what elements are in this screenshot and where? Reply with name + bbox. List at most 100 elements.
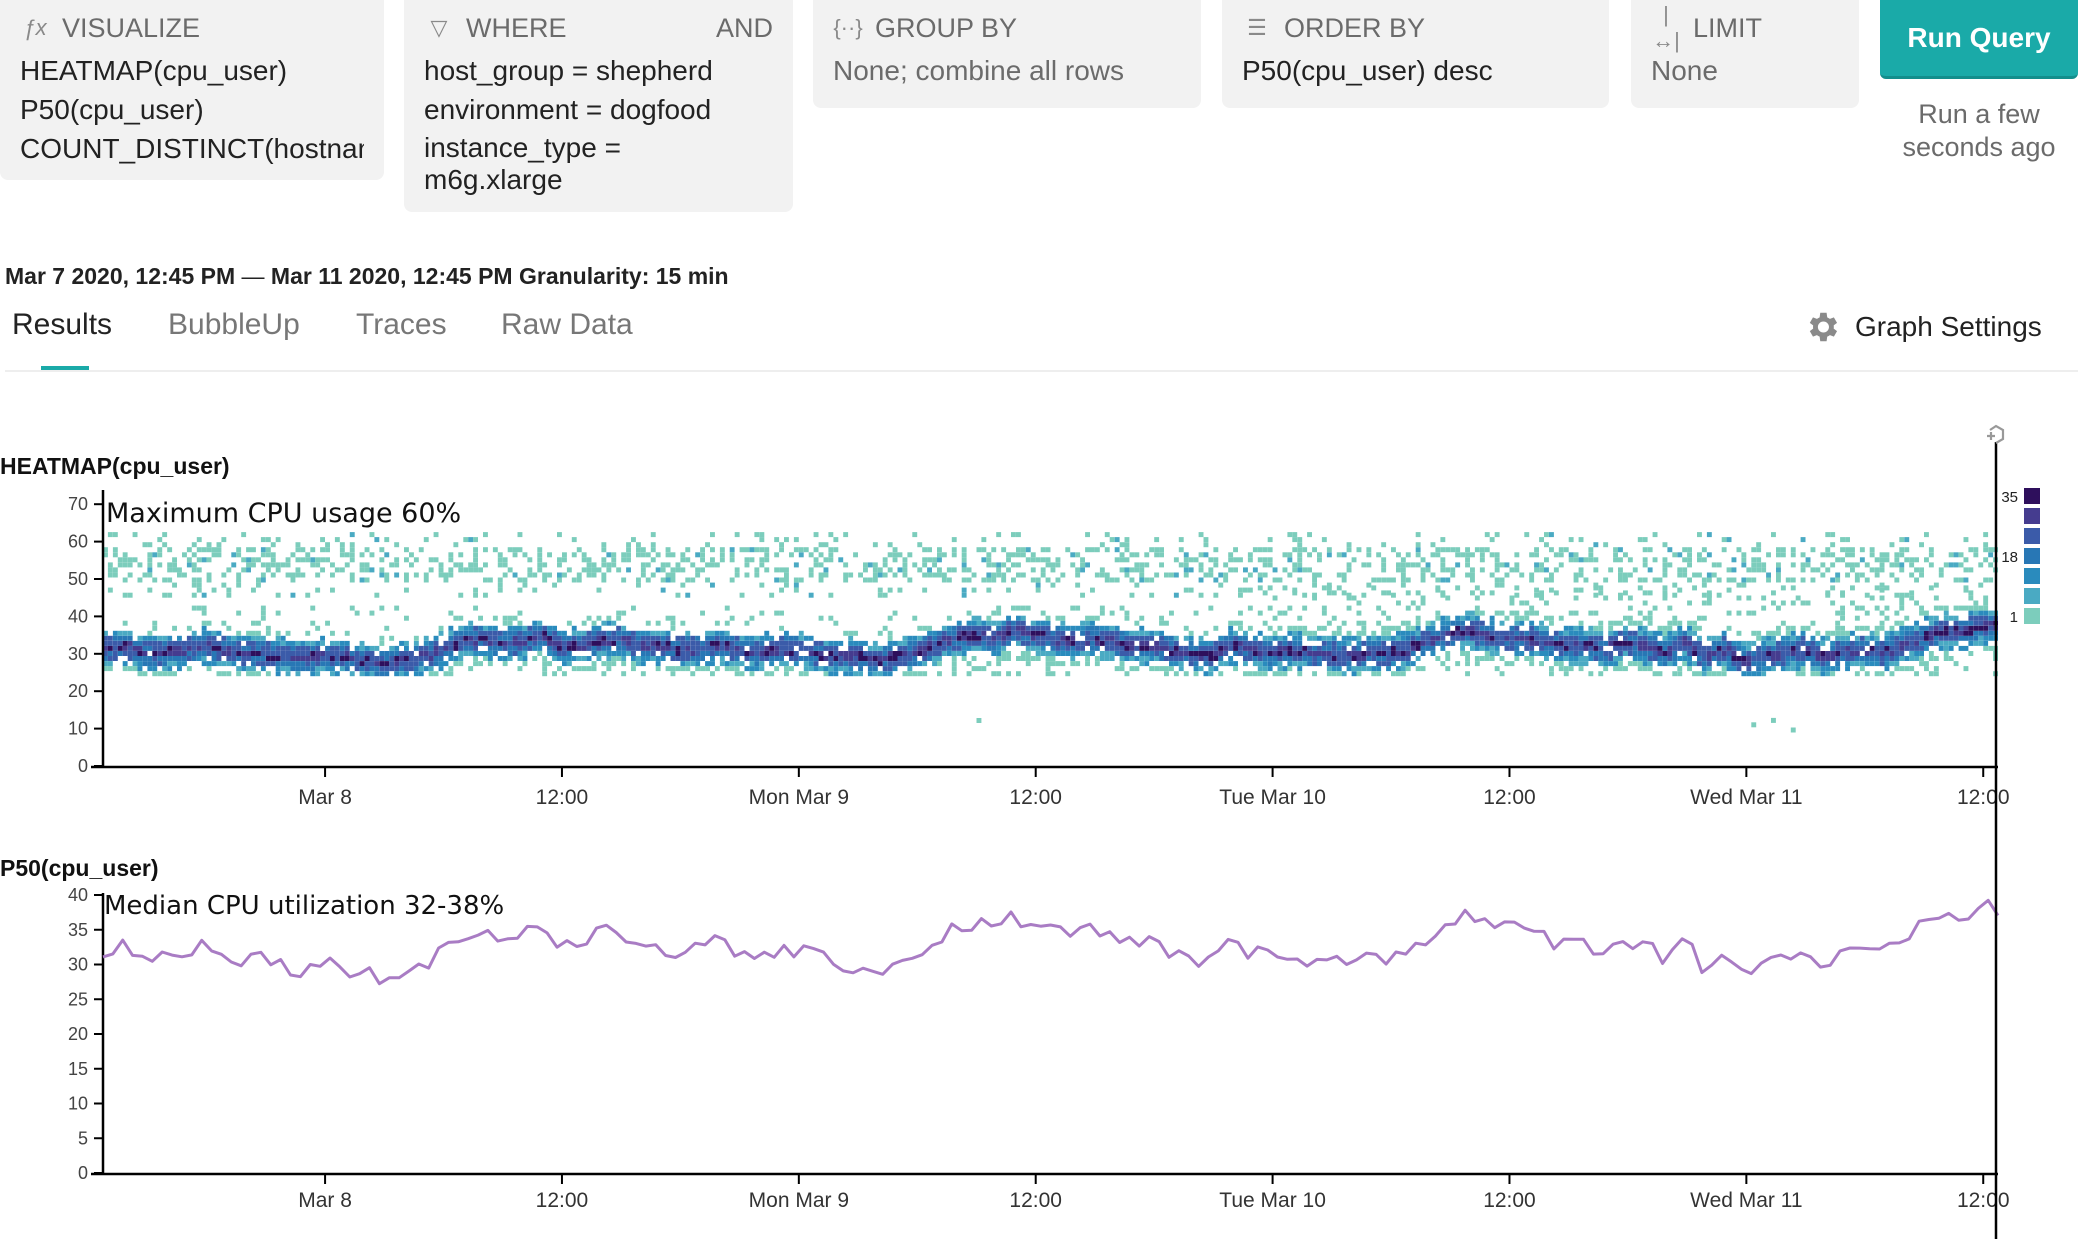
heatmap-cell	[1144, 577, 1150, 583]
heatmap-cell	[1657, 640, 1663, 646]
heatmap-cell	[1539, 635, 1544, 641]
heatmap-cell	[547, 552, 552, 558]
zoom-reset-icon[interactable]	[1987, 424, 2005, 444]
heatmap-cell	[1435, 630, 1441, 636]
heatmap-cell	[675, 562, 681, 568]
heatmap-cell	[1697, 661, 1702, 667]
heatmap-cell	[616, 625, 622, 631]
heatmap-cell	[1840, 590, 1845, 596]
tab-traces[interactable]: Traces	[356, 308, 447, 341]
where-box[interactable]: ▽ WHERE AND host_group = shepherd environm…	[404, 0, 793, 212]
heatmap-cell	[1040, 651, 1046, 656]
heatmap-cell	[1968, 567, 1974, 573]
heatmap-cell	[1771, 656, 1776, 661]
heatmap-cell	[1983, 635, 1989, 641]
group-by-box[interactable]: {··} GROUP BY None; combine all rows	[813, 0, 1201, 108]
heatmap-cell	[858, 640, 863, 646]
heatmap-cell	[1154, 656, 1160, 661]
heatmap-cell	[665, 552, 671, 558]
heatmap-cell	[1845, 651, 1850, 656]
visualize-box[interactable]: ƒx VISUALIZE HEATMAP(cpu_user) P50(cpu_us…	[0, 0, 384, 180]
heatmap-cell	[991, 645, 997, 651]
heatmap-cell	[1065, 671, 1071, 677]
visualize-item[interactable]: COUNT_DISTINCT(hostnam	[20, 133, 364, 164]
heatmap-cell	[1623, 666, 1628, 672]
limit-value[interactable]: None	[1651, 55, 1718, 86]
heatmap-cell	[1948, 630, 1954, 636]
heatmap-cell	[1835, 577, 1841, 583]
heatmap-cell	[1514, 615, 1520, 621]
heatmap-cell	[354, 656, 360, 661]
heatmap-cell	[1904, 640, 1910, 646]
heatmap-cell	[1904, 630, 1910, 636]
heatmap-cell	[399, 661, 404, 667]
visualize-item[interactable]: P50(cpu_user)	[20, 94, 204, 125]
limit-box[interactable]: |↔| LIMIT None	[1631, 0, 1859, 108]
heatmap-cell	[956, 635, 962, 641]
heatmap-cell	[1356, 640, 1362, 646]
where-combinator[interactable]: AND	[715, 12, 773, 43]
heatmap-cell	[191, 552, 197, 558]
order-by-value[interactable]: P50(cpu_user) desc	[1242, 55, 1493, 86]
tab-results[interactable]: Results	[12, 308, 113, 341]
heatmap-cell	[695, 656, 701, 661]
heatmap-cell	[917, 661, 923, 667]
heatmap-cell	[764, 671, 770, 677]
heatmap-cell	[1440, 645, 1446, 651]
heatmap-cell	[1864, 671, 1870, 677]
heatmap-cell	[1006, 671, 1011, 677]
heatmap-cell	[1899, 595, 1905, 601]
heatmap-cell	[882, 645, 888, 651]
where-item[interactable]: environment = dogfood	[424, 94, 712, 125]
visualize-item[interactable]: HEATMAP(cpu_user)	[20, 55, 288, 86]
heatmap-cell	[300, 557, 306, 563]
heatmap-cell	[1257, 651, 1263, 656]
heatmap-cell	[1726, 577, 1732, 583]
heatmap-cell	[1341, 635, 1347, 641]
tab-raw-data[interactable]: Raw Data	[501, 308, 633, 341]
heatmap-cell	[1455, 585, 1461, 591]
heatmap-cell	[487, 625, 493, 631]
heatmap-cell	[1874, 651, 1880, 656]
heatmap-cell	[581, 557, 587, 563]
heatmap-cell	[1677, 620, 1683, 626]
heatmap-cell	[1262, 620, 1268, 626]
heatmap-cell	[981, 625, 987, 631]
heatmap-cell	[1119, 630, 1125, 636]
heatmap-cell	[507, 547, 513, 553]
heatmap-cell	[1228, 640, 1234, 646]
group-by-value[interactable]: None; combine all rows	[833, 55, 1125, 86]
heatmap-cell	[951, 547, 957, 553]
heatmap-cell	[112, 640, 118, 646]
heatmap-cell	[1662, 645, 1668, 651]
heatmap-cell	[1563, 547, 1569, 553]
tab-bubbleup[interactable]: BubbleUp	[168, 308, 300, 341]
heatmap-cell	[1914, 651, 1919, 656]
heatmap-cell	[1346, 547, 1352, 553]
heatmap-cell	[320, 640, 325, 646]
heatmap-cell	[423, 640, 429, 646]
heatmap-cell	[1297, 537, 1303, 543]
heatmap-cell	[1864, 640, 1870, 646]
heatmap-cell	[1529, 651, 1535, 656]
heatmap-cell	[507, 651, 513, 656]
heatmap-cell	[996, 656, 1002, 661]
where-item[interactable]: instance_type = m6g.xlarge	[424, 132, 621, 195]
heatmap-cell	[1879, 656, 1885, 661]
heatmap-cell	[1030, 645, 1036, 651]
heatmap-cell	[1410, 630, 1416, 636]
heatmap-cell	[621, 651, 627, 656]
time-range[interactable]: Mar 7 2020, 12:45 PM — Mar 11 2020, 12:4…	[5, 263, 729, 290]
heatmap-cell	[1435, 635, 1441, 641]
heatmap-cell	[537, 635, 543, 641]
heatmap-cell	[596, 567, 602, 573]
order-by-box[interactable]: ☰ ORDER BY P50(cpu_user) desc	[1222, 0, 1609, 108]
heatmap-cell	[946, 577, 952, 583]
run-query-button[interactable]: Run Query	[1880, 0, 2078, 79]
where-item[interactable]: host_group = shepherd	[424, 55, 713, 86]
heatmap-cell	[1252, 635, 1258, 641]
graph-settings-button[interactable]: Graph Settings	[1803, 308, 2042, 346]
heatmap-cell	[1252, 567, 1258, 573]
heatmap-cell	[1884, 645, 1890, 651]
